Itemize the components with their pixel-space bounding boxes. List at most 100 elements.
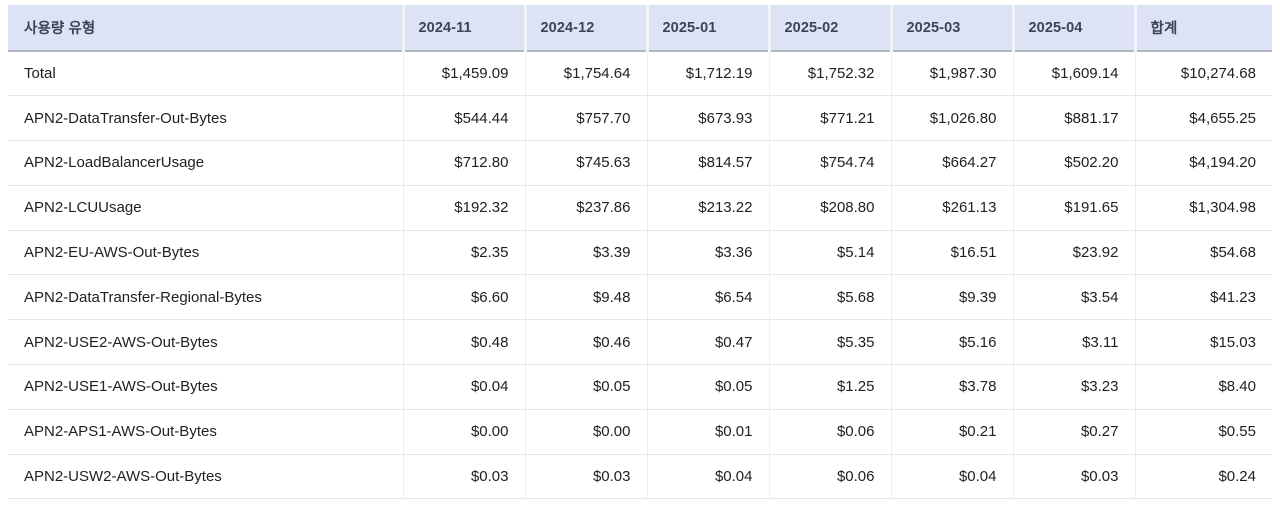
monthly-cost-cell: $0.01 (646, 409, 769, 455)
monthly-cost-cell: $5.14 (768, 230, 891, 276)
usage-type-cell: APN2-APS1-AWS-Out-Bytes (8, 409, 403, 455)
monthly-cost-cell: $0.46 (524, 319, 647, 366)
usage-cost-table: 사용량 유형 2024-11 2024-12 2025-01 2025-02 2025-0… (8, 5, 1272, 500)
monthly-cost-cell: $0.05 (524, 364, 647, 410)
monthly-cost-cell: $5.35 (768, 319, 891, 366)
monthly-cost-cell: $757.70 (524, 95, 647, 142)
monthly-cost-cell: $1,987.30 (890, 51, 1013, 97)
column-header-2025-01: 2025-01 (645, 5, 769, 52)
monthly-cost-cell: $0.03 (524, 454, 647, 500)
total-cost-cell: $54.68 (1134, 230, 1272, 276)
monthly-cost-cell: $5.16 (890, 319, 1013, 366)
monthly-cost-cell: $0.04 (890, 454, 1013, 500)
column-header-2025-02: 2025-02 (767, 5, 891, 52)
monthly-cost-cell: $2.35 (402, 230, 525, 276)
column-header-2024-11: 2024-11 (401, 5, 525, 52)
monthly-cost-cell: $0.05 (646, 364, 769, 410)
monthly-cost-cell: $0.00 (524, 409, 647, 455)
usage-type-cell: APN2-DataTransfer-Out-Bytes (8, 95, 403, 142)
monthly-cost-cell: $5.68 (768, 274, 891, 321)
monthly-cost-cell: $0.03 (1012, 454, 1135, 500)
monthly-cost-cell: $0.47 (646, 319, 769, 366)
monthly-cost-cell: $23.92 (1012, 230, 1135, 276)
monthly-cost-cell: $3.23 (1012, 364, 1135, 410)
table-row: APN2-USE1-AWS-Out-Bytes $0.04 $0.05 $0.05 $1… (8, 364, 1272, 410)
monthly-cost-cell: $1,754.64 (524, 51, 647, 97)
monthly-cost-cell: $191.65 (1012, 185, 1135, 231)
usage-type-cell: APN2-USE2-AWS-Out-Bytes (8, 319, 403, 366)
total-cost-cell: $10,274.68 (1134, 51, 1272, 97)
monthly-cost-cell: $3.11 (1012, 319, 1135, 366)
table-header: 사용량 유형 2024-11 2024-12 2025-01 2025-02 2025-0… (8, 5, 1272, 52)
usage-type-cell: APN2-LoadBalancerUsage (8, 140, 403, 186)
monthly-cost-cell: $3.36 (646, 230, 769, 276)
monthly-cost-cell: $754.74 (768, 140, 891, 186)
table-row: Total $1,459.09 $1,754.64 $1,712.19 $1,752.3… (8, 51, 1272, 97)
monthly-cost-cell: $0.00 (402, 409, 525, 455)
monthly-cost-cell: $544.44 (402, 95, 525, 142)
table-row: APN2-APS1-AWS-Out-Bytes $0.00 $0.00 $0.01 $0… (8, 409, 1272, 455)
monthly-cost-cell: $3.78 (890, 364, 1013, 410)
usage-type-cell: Total (8, 51, 403, 97)
monthly-cost-cell: $745.63 (524, 140, 647, 186)
monthly-cost-cell: $6.54 (646, 274, 769, 321)
monthly-cost-cell: $0.06 (768, 454, 891, 500)
table-header-row: 사용량 유형 2024-11 2024-12 2025-01 2025-02 2025-0… (8, 5, 1272, 52)
monthly-cost-cell: $0.27 (1012, 409, 1135, 455)
table-row: APN2-LCUUsage $192.32 $237.86 $213.22 $208.8… (8, 185, 1272, 231)
monthly-cost-cell: $673.93 (646, 95, 769, 142)
total-cost-cell: $4,655.25 (1134, 95, 1272, 142)
monthly-cost-cell: $213.22 (646, 185, 769, 231)
monthly-cost-cell: $9.48 (524, 274, 647, 321)
usage-type-cell: APN2-LCUUsage (8, 185, 403, 231)
monthly-cost-cell: $3.39 (524, 230, 647, 276)
monthly-cost-cell: $1,459.09 (402, 51, 525, 97)
monthly-cost-cell: $6.60 (402, 274, 525, 321)
monthly-cost-cell: $3.54 (1012, 274, 1135, 321)
column-header-2024-12: 2024-12 (523, 5, 647, 52)
usage-type-cell: APN2-USE1-AWS-Out-Bytes (8, 364, 403, 410)
total-cost-cell: $15.03 (1134, 319, 1272, 366)
column-header-usage-type: 사용량 유형 (8, 5, 403, 52)
monthly-cost-cell: $771.21 (768, 95, 891, 142)
usage-type-cell: APN2-USW2-AWS-Out-Bytes (8, 454, 403, 500)
column-header-2025-04: 2025-04 (1011, 5, 1135, 52)
monthly-cost-cell: $881.17 (1012, 95, 1135, 142)
monthly-cost-cell: $664.27 (890, 140, 1013, 186)
monthly-cost-cell: $814.57 (646, 140, 769, 186)
total-cost-cell: $0.55 (1134, 409, 1272, 455)
monthly-cost-cell: $0.04 (646, 454, 769, 500)
monthly-cost-cell: $1,752.32 (768, 51, 891, 97)
usage-type-cell: APN2-DataTransfer-Regional-Bytes (8, 274, 403, 321)
monthly-cost-cell: $502.20 (1012, 140, 1135, 186)
total-cost-cell: $4,194.20 (1134, 140, 1272, 186)
monthly-cost-cell: $261.13 (890, 185, 1013, 231)
table-row: APN2-USE2-AWS-Out-Bytes $0.48 $0.46 $0.47 $5… (8, 319, 1272, 366)
monthly-cost-cell: $0.48 (402, 319, 525, 366)
table-row: APN2-EU-AWS-Out-Bytes $2.35 $3.39 $3.36 $5.1… (8, 230, 1272, 276)
usage-type-cell: APN2-EU-AWS-Out-Bytes (8, 230, 403, 276)
table-row: APN2-DataTransfer-Regional-Bytes $6.60 $9.… (8, 274, 1272, 321)
table-row: APN2-LoadBalancerUsage $712.80 $745.63 $814… (8, 140, 1272, 186)
monthly-cost-cell: $0.04 (402, 364, 525, 410)
monthly-cost-cell: $237.86 (524, 185, 647, 231)
monthly-cost-cell: $16.51 (890, 230, 1013, 276)
column-header-2025-03: 2025-03 (889, 5, 1013, 52)
column-header-total: 합계 (1133, 5, 1272, 52)
total-cost-cell: $8.40 (1134, 364, 1272, 410)
monthly-cost-cell: $0.06 (768, 409, 891, 455)
monthly-cost-cell: $1.25 (768, 364, 891, 410)
monthly-cost-cell: $9.39 (890, 274, 1013, 321)
monthly-cost-cell: $712.80 (402, 140, 525, 186)
monthly-cost-cell: $0.03 (402, 454, 525, 500)
total-cost-cell: $41.23 (1134, 274, 1272, 321)
monthly-cost-cell: $208.80 (768, 185, 891, 231)
monthly-cost-cell: $192.32 (402, 185, 525, 231)
monthly-cost-cell: $1,609.14 (1012, 51, 1135, 97)
monthly-cost-cell: $1,712.19 (646, 51, 769, 97)
total-cost-cell: $1,304.98 (1134, 185, 1272, 231)
monthly-cost-cell: $0.21 (890, 409, 1013, 455)
table-body: Total $1,459.09 $1,754.64 $1,712.19 $1,752.3… (8, 51, 1272, 500)
table-row: APN2-DataTransfer-Out-Bytes $544.44 $757.7… (8, 95, 1272, 142)
